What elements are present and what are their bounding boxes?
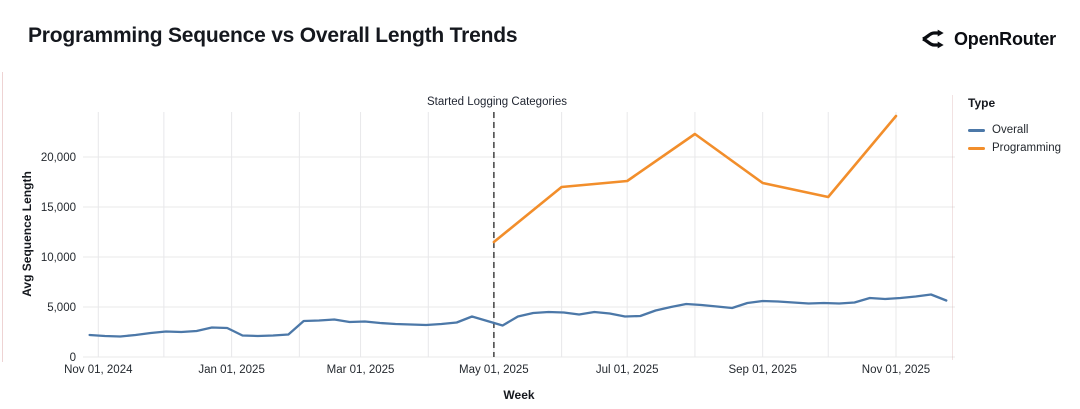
x-axis-title: Week (503, 388, 535, 402)
x-tick-label: Nov 01, 2025 (862, 364, 930, 376)
legend-label: Programming (992, 142, 1062, 154)
brand-name: OpenRouter (953, 28, 1056, 49)
y-axis-title: Avg Sequence Length (20, 171, 34, 297)
legend-entry-programming: Programming (968, 142, 1061, 154)
legend-label: Overall (992, 124, 1029, 136)
series-line-programming (492, 114, 898, 244)
y-tick-label: 10,000 (41, 252, 76, 264)
x-tick-label: Mar 01, 2025 (327, 364, 395, 376)
x-tick-label: Jan 01, 2025 (198, 364, 265, 376)
legend-swatch-programming (968, 146, 985, 150)
annotation-label: Started Logging Categories (426, 96, 568, 108)
y-tick-label: 15,000 (41, 202, 76, 214)
x-tick-label: Jul 01, 2025 (596, 364, 659, 376)
legend-swatch-overall (968, 128, 985, 132)
brand-header: OpenRouter (920, 27, 1056, 51)
legend-entry-overall: Overall (968, 124, 1061, 136)
legend: Type Overall Programming (968, 96, 1061, 160)
page-title: Programming Sequence vs Overall Length T… (28, 24, 518, 47)
y-tick-label: 5,000 (47, 302, 76, 314)
openrouter-logo-icon (920, 27, 945, 51)
x-tick-label: May 01, 2025 (459, 364, 529, 376)
legend-title: Type (968, 96, 996, 110)
x-tick-label: Nov 01, 2024 (64, 364, 133, 376)
x-tick-label: Sep 01, 2025 (728, 364, 796, 376)
legend-entries: Overall Programming (968, 124, 1061, 154)
series-line-overall (88, 293, 948, 338)
y-tick-label: 20,000 (41, 152, 76, 164)
y-tick-label: 0 (70, 352, 76, 364)
